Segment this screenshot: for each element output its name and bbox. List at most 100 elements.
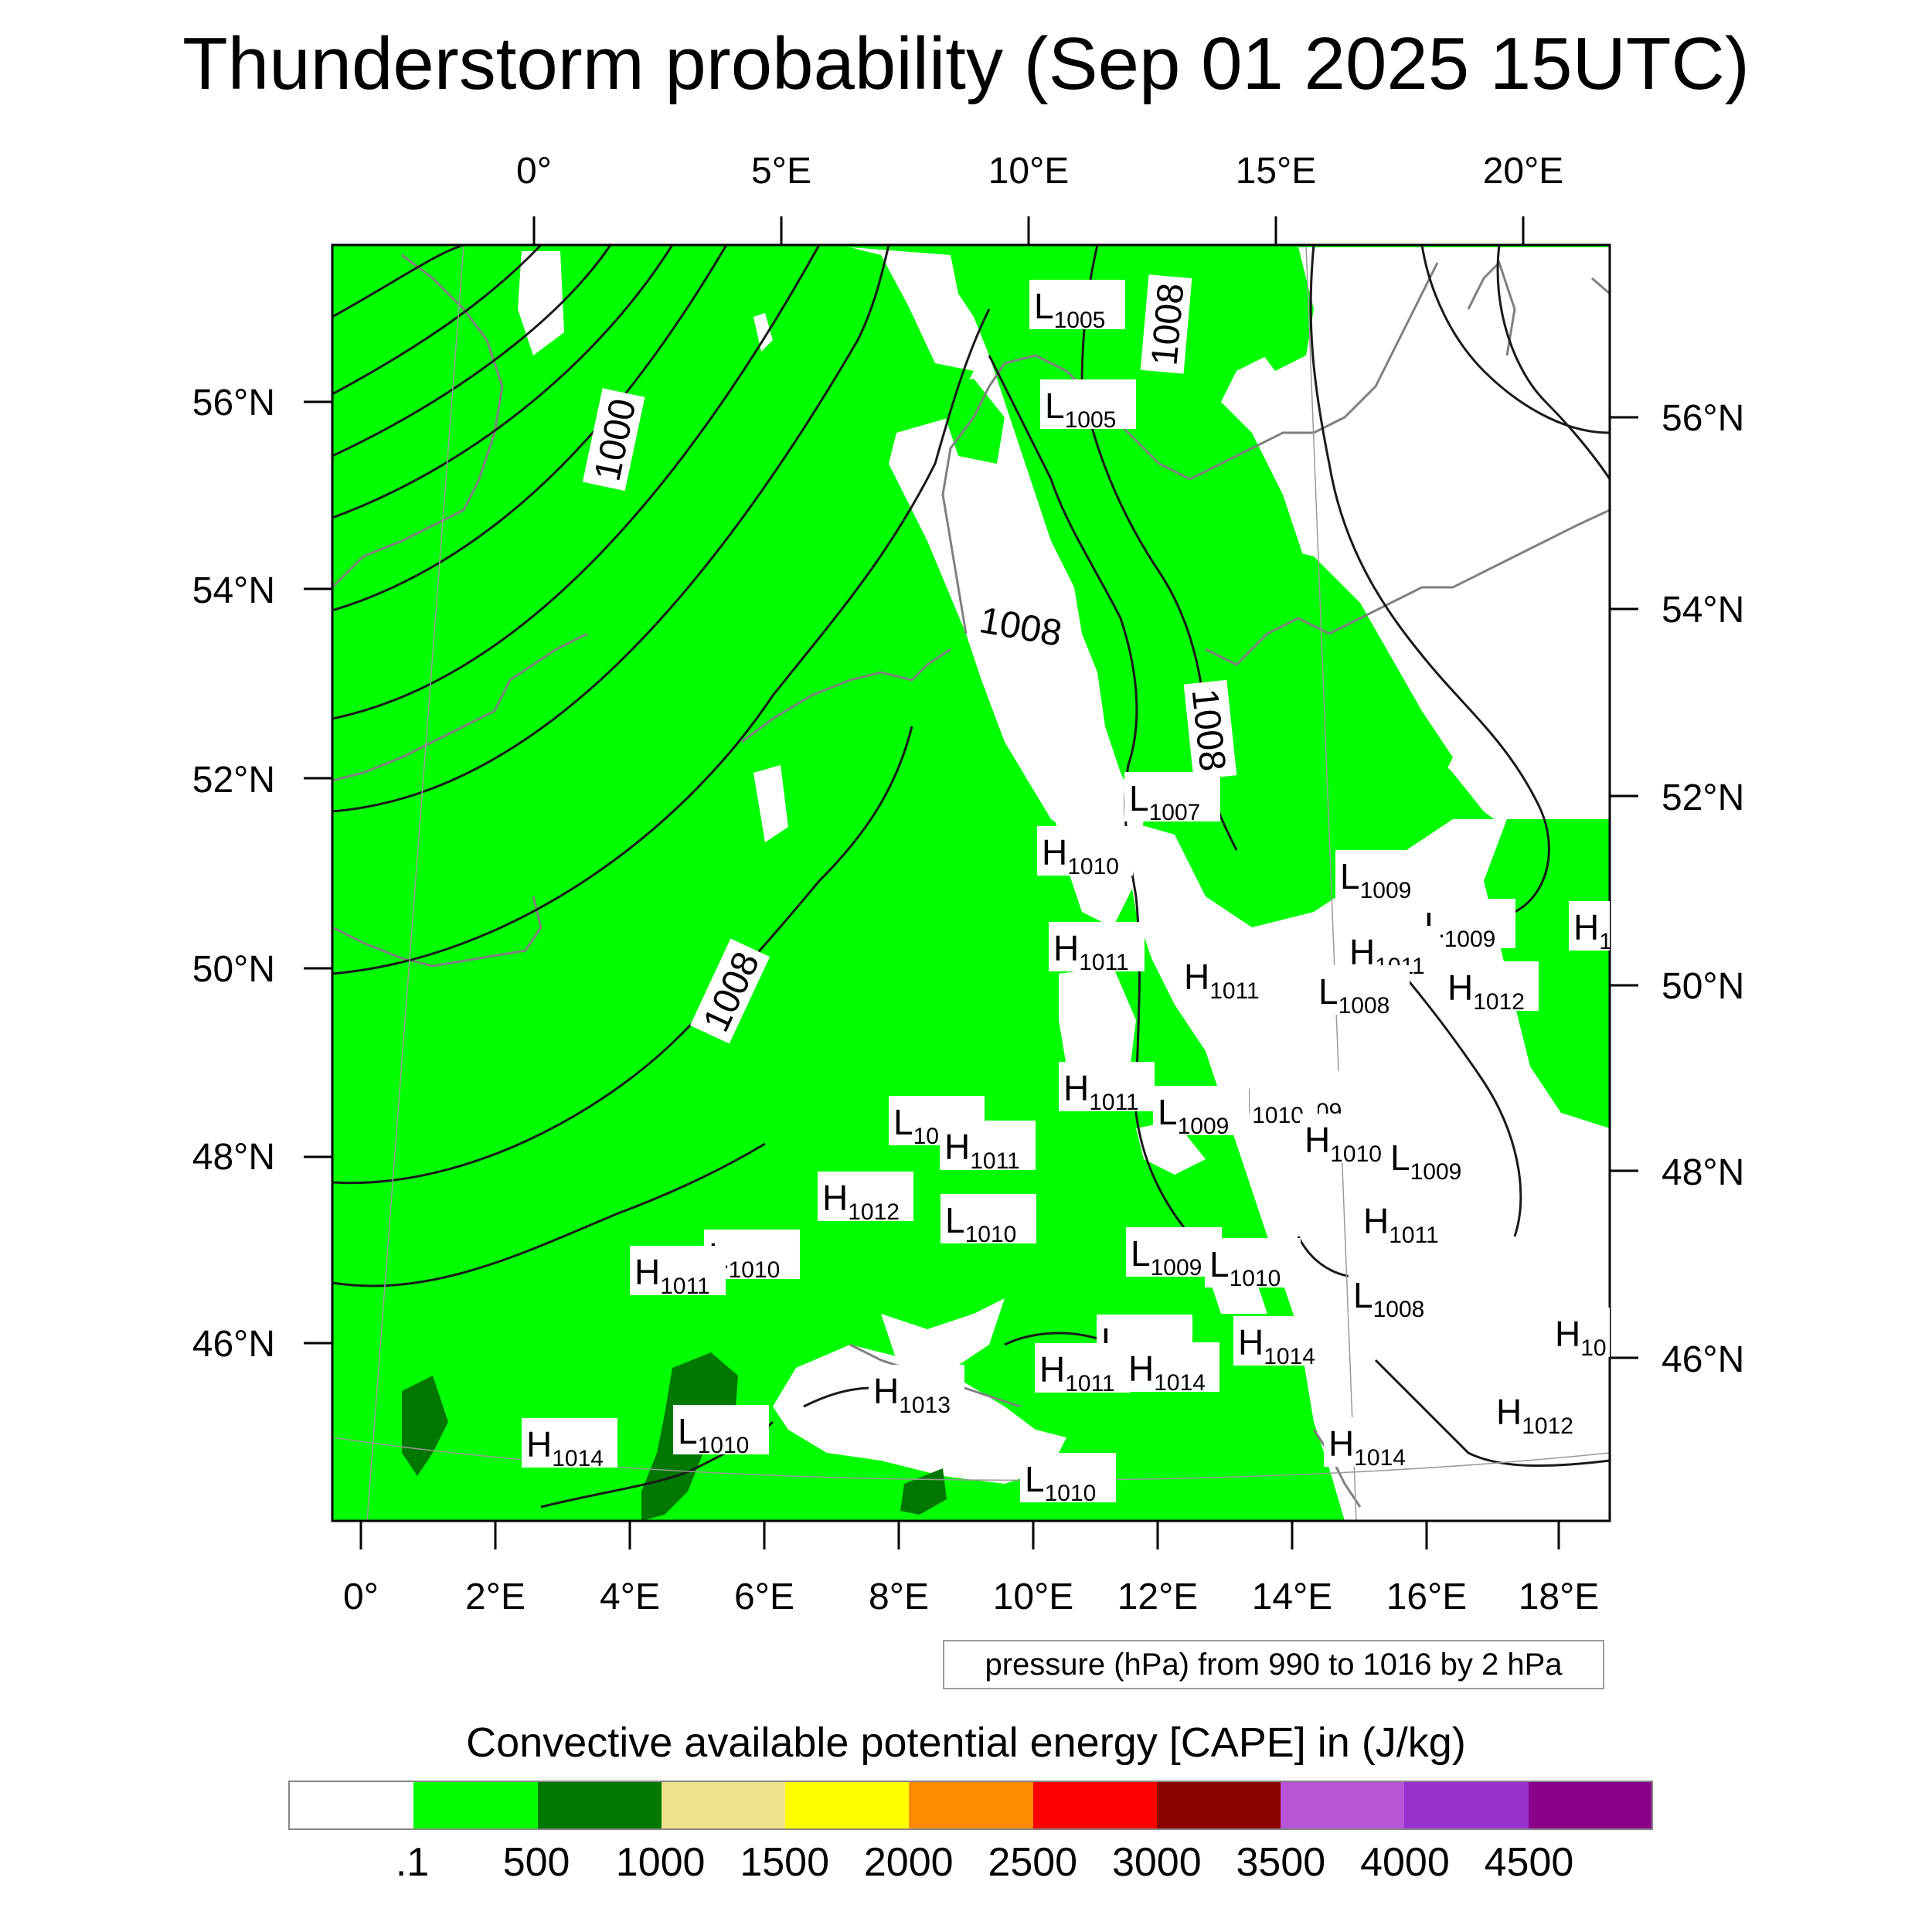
high-pressure-center: H1014 xyxy=(1233,1316,1329,1369)
right-lat-label: 54°N xyxy=(1662,590,1744,631)
pressure-center-type: L xyxy=(1129,778,1149,818)
pressure-center-text: H1011 xyxy=(1363,1201,1439,1248)
pressure-center-value: 1010 xyxy=(1330,1141,1382,1167)
colorbar-swatch xyxy=(909,1782,1033,1828)
pressure-center-text: H1013 xyxy=(873,1371,951,1418)
pressure-center-value: 1008 xyxy=(1338,993,1390,1019)
white-region-alps-east xyxy=(881,1298,1005,1376)
high-pressure-center: H1011 xyxy=(630,1246,726,1299)
pressure-center-type: L xyxy=(893,1102,913,1142)
pressure-center-text: H1011 xyxy=(1063,1068,1139,1115)
colorbar-label: 1000 xyxy=(615,1840,706,1885)
high-pressure-center: H1011 xyxy=(1359,1195,1454,1248)
bottom-lon-label: 18°E xyxy=(1519,1577,1600,1617)
low-pressure-center: L1008 xyxy=(1314,965,1410,1019)
pressure-center-value: 1011 xyxy=(970,1148,1020,1174)
high-pressure-center: H1014 xyxy=(1124,1342,1219,1396)
pressure-center-text: H1012 xyxy=(822,1178,900,1225)
left-lat-label: 50°N xyxy=(192,949,275,990)
pressure-center-text: L1009 xyxy=(1158,1092,1229,1139)
high-pressure-center: H1014 xyxy=(522,1418,617,1471)
pressure-center-text: L1010 xyxy=(678,1411,749,1458)
pressure-center-text: L1010 xyxy=(945,1200,1016,1247)
left-lat-label: 46°N xyxy=(192,1324,275,1365)
colorbar-label: 4000 xyxy=(1360,1840,1450,1885)
bottom-lon-label: 10°E xyxy=(993,1577,1074,1617)
pressure-center-text: H1011 xyxy=(634,1252,710,1299)
pressure-center-value: 1010 xyxy=(965,1222,1017,1247)
white-speck-1 xyxy=(753,313,773,352)
pressure-center-value: 1010 xyxy=(1067,854,1119,879)
high-pressure-center: H1011 xyxy=(1059,1062,1155,1115)
pressure-center-type: L xyxy=(1045,386,1065,426)
pressure-center-value: 1012 xyxy=(1522,1413,1573,1439)
pressure-center-value: 1010 xyxy=(698,1433,750,1458)
colorbar-swatch xyxy=(1528,1782,1651,1828)
bottom-lon-label: 8°E xyxy=(869,1577,929,1617)
right-lat-label: 48°N xyxy=(1662,1152,1744,1193)
pressure-center-type: H xyxy=(526,1424,552,1464)
pressure-center-value: 1007 xyxy=(1149,800,1201,825)
tick-marks xyxy=(304,216,1638,1549)
pressure-center-value: 1011 xyxy=(1389,1223,1439,1248)
pressure-center-type: H xyxy=(1063,1068,1089,1108)
pressure-center-text: H1014 xyxy=(1238,1322,1315,1369)
pressure-center-type: H xyxy=(1238,1322,1264,1362)
pressure-center-value: 1011 xyxy=(1079,950,1129,975)
bottom-lon-label: 12°E xyxy=(1117,1577,1199,1617)
pressure-center-value: 1011 xyxy=(1065,1371,1115,1396)
pressure-center-text: L1009 xyxy=(1340,856,1411,903)
pressure-center-text: L1007 xyxy=(1129,778,1200,825)
colorbar-label: .1 xyxy=(395,1840,430,1885)
low-pressure-center: L1009 xyxy=(1126,1227,1222,1281)
top-lon-label: 20°E xyxy=(1483,151,1564,192)
low-pressure-center: L1005 xyxy=(1029,280,1125,333)
pressure-center-value: 1013 xyxy=(899,1393,951,1418)
low-pressure-center: L1010 xyxy=(940,1194,1036,1247)
pressure-center-text: L1010 xyxy=(893,1102,964,1149)
pressure-center-text: L1008 xyxy=(1318,971,1389,1019)
pressure-center-text: L1010 xyxy=(1025,1459,1096,1506)
pressure-center-text: L1009 xyxy=(1131,1233,1202,1281)
white-region-north-sea-coast xyxy=(850,247,1144,873)
pressure-center-type: L xyxy=(678,1411,698,1451)
pressure-center-value: 1009 xyxy=(1151,1255,1202,1281)
pressure-center-text: L1005 xyxy=(1034,286,1105,333)
colorbar-label: 2500 xyxy=(988,1840,1078,1885)
pressure-center-value: 1012 xyxy=(848,1199,900,1225)
pressure-center-text: L1010 xyxy=(1209,1244,1281,1291)
colorbar xyxy=(288,1781,1653,1830)
right-latitude-labels: 56°N 54°N 52°N 50°N 48°N 46°N xyxy=(1662,398,1744,1380)
right-lat-label: 56°N xyxy=(1662,398,1744,439)
colorbar-label: 3500 xyxy=(1236,1840,1326,1885)
pressure-center-text: H10 xyxy=(1555,1314,1607,1361)
pressure-center-text: H1010 xyxy=(1042,832,1119,879)
high-pressure-center: H10 xyxy=(1569,901,1624,954)
pressure-center-text: L1009 xyxy=(1390,1138,1461,1185)
pressure-center-type: H xyxy=(1573,907,1599,947)
pressure-center-value: 10 xyxy=(1599,929,1624,954)
pressure-center-type: L xyxy=(1340,856,1360,896)
pressure-center-type: H xyxy=(1039,1349,1065,1389)
pressure-center-type: H xyxy=(1363,1201,1389,1241)
left-lat-label: 52°N xyxy=(192,760,275,801)
colorbar-label: 3000 xyxy=(1111,1840,1202,1885)
pressure-center-type: H xyxy=(873,1371,899,1411)
pressure-center-value: 1014 xyxy=(1154,1370,1206,1396)
pressure-center-value: 1009 xyxy=(1410,1159,1462,1185)
low-pressure-center: L1008 xyxy=(1349,1269,1444,1322)
pressure-center-text: L1008 xyxy=(1353,1275,1424,1322)
colorbar-swatch xyxy=(1281,1782,1405,1828)
pressure-center-text: H1014 xyxy=(1328,1423,1406,1471)
high-pressure-center: H1012 xyxy=(1443,961,1539,1015)
bottom-lon-label: 16°E xyxy=(1386,1577,1468,1617)
pressure-center-type: L xyxy=(1034,286,1054,326)
pressure-center-value: 1014 xyxy=(1264,1344,1315,1369)
colorbar-title: Convective available potential energy [C… xyxy=(466,1719,1466,1766)
high-pressure-center: H1014 xyxy=(1324,1417,1420,1471)
bottom-lon-label: 6°E xyxy=(734,1577,794,1617)
pressure-center-value: 1005 xyxy=(1065,407,1117,433)
pressure-center-value: 1014 xyxy=(552,1446,604,1471)
pressure-center-value: 1011 xyxy=(1089,1090,1139,1115)
